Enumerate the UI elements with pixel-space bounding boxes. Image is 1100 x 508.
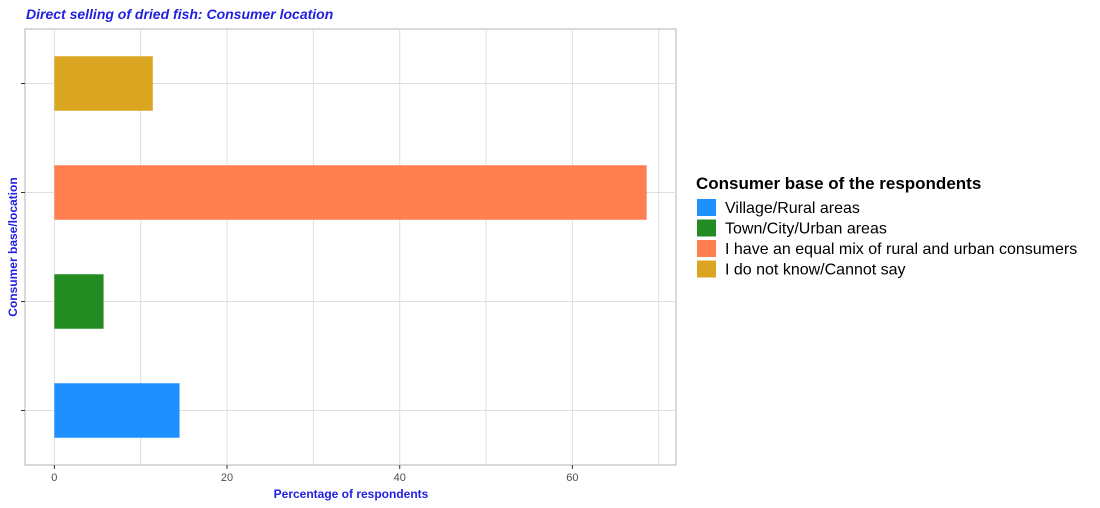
bars <box>54 56 647 438</box>
legend-swatch <box>697 260 716 278</box>
legend-swatch <box>697 219 716 237</box>
plot-panel-border <box>24 28 677 466</box>
y-axis-ticks <box>21 83 25 411</box>
x-tick-label: 20 <box>221 472 233 484</box>
legend-label: Town/City/Urban areas <box>725 221 887 238</box>
chart-title: Direct selling of dried fish: Consumer l… <box>26 6 333 22</box>
bar <box>54 56 153 111</box>
legend: Consumer base of the respondents Village… <box>696 174 1077 279</box>
legend-label: Village/Rural areas <box>725 200 860 217</box>
legend-label: I do not know/Cannot say <box>725 262 906 279</box>
legend-swatch <box>697 199 716 216</box>
bar <box>54 274 104 329</box>
legend-label: I have an equal mix of rural and urban c… <box>725 241 1077 258</box>
x-tick-label: 0 <box>51 472 57 484</box>
y-axis-title: Consumer base/location <box>6 177 20 316</box>
bar <box>54 165 647 220</box>
x-tick-label: 40 <box>394 472 406 484</box>
legend-title: Consumer base of the respondents <box>696 174 981 193</box>
x-axis-title: Percentage of respondents <box>274 487 429 501</box>
x-axis-ticks: 0 20 40 60 <box>51 465 579 484</box>
legend-swatch <box>697 240 716 257</box>
legend-items: Village/Rural areas Town/City/Urban areas… <box>697 199 1077 279</box>
bar <box>54 383 180 438</box>
x-tick-label: 60 <box>566 472 578 484</box>
